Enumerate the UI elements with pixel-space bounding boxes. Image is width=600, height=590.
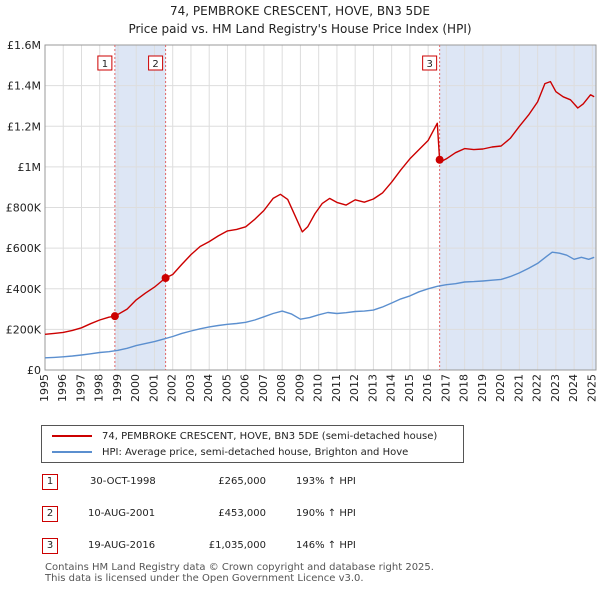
plot-border [44, 44, 597, 371]
legend-swatch-hpi [52, 451, 92, 453]
transaction-label-text: 1 [102, 59, 108, 70]
x-tick-label: 2014 [385, 374, 398, 402]
x-tick-label: 2007 [257, 374, 270, 402]
legend-swatch-property [52, 435, 92, 437]
sale-point-3 [435, 155, 444, 164]
x-tick-label: 2004 [202, 374, 215, 402]
x-tick-label: 1998 [93, 374, 106, 402]
sale-point-2 [161, 273, 170, 282]
legend-label-hpi: HPI: Average price, semi-detached house,… [102, 446, 409, 458]
x-tick-label: 1997 [74, 374, 87, 402]
y-tick-label: £600K [6, 242, 42, 255]
x-tick-label: 2001 [147, 374, 160, 402]
x-tick-label: 2024 [567, 374, 580, 402]
legend: 74, PEMBROKE CRESCENT, HOVE, BN3 5DE (se… [41, 425, 464, 463]
price-chart: £0 £200K £400K £600K £800K £1M £1.2M £1.4M £1.6M… [6, 39, 599, 402]
transaction-label-text: 2 [152, 59, 158, 70]
y-tick-label: £800K [6, 202, 42, 215]
x-tick-label: 2006 [239, 374, 252, 402]
transaction-label-1: 1 [97, 55, 113, 71]
y-tick-label: £400K [6, 283, 42, 296]
transaction-date: 10-AUG-2001 [88, 508, 156, 519]
chart-title: 74, PEMBROKE CRESCENT, HOVE, BN3 5DE [170, 4, 430, 18]
sale-point-1 [110, 312, 119, 321]
x-tick-label: 2018 [458, 374, 471, 402]
property-price-line [44, 80, 595, 335]
x-tick-label: 1996 [56, 374, 69, 402]
transaction-label-box [148, 55, 164, 71]
transaction-label-3: 3 [422, 55, 438, 71]
x-tick-label: 2013 [366, 374, 379, 402]
transaction-label-text: 3 [426, 59, 432, 70]
x-tick-label: 1995 [38, 374, 51, 402]
x-tick-label: 2005 [220, 374, 233, 402]
x-tick-label: 2020 [494, 374, 507, 402]
x-tick-label: 2008 [275, 374, 288, 402]
transaction-price: £265,000 [218, 476, 266, 487]
transaction-date: 30-OCT-1998 [90, 476, 156, 487]
transaction-date: 19-AUG-2016 [88, 540, 156, 551]
transaction-marker-3: 3 [42, 538, 58, 554]
x-tick-label: 2023 [549, 374, 562, 402]
x-tick-label: 2025 [585, 374, 598, 402]
x-tick-label: 2000 [129, 374, 142, 402]
x-tick-label: 2011 [330, 374, 343, 402]
transaction-hpi-change: 190% ↑ HPI [296, 508, 356, 519]
footer-copyright: Contains HM Land Registry data © Crown c… [45, 562, 434, 573]
footer-licence: This data is licensed under the Open Gov… [45, 573, 364, 584]
y-tick-label: £0 [27, 364, 41, 377]
y-tick-label: £1.2M [7, 120, 41, 133]
x-tick-label: 2003 [184, 374, 197, 402]
transaction-label-box [97, 55, 113, 71]
transaction-marker-1: 1 [42, 474, 58, 490]
x-tick-label: 2012 [348, 374, 361, 402]
transaction-label-box [422, 55, 438, 71]
x-tick-label: 2019 [476, 374, 489, 402]
x-tick-label: 2021 [512, 374, 525, 402]
legend-label-property: 74, PEMBROKE CRESCENT, HOVE, BN3 5DE (se… [102, 430, 438, 442]
y-tick-label: £200K [6, 323, 42, 336]
x-tick-label: 1999 [111, 374, 124, 402]
x-tick-label: 2010 [312, 374, 325, 402]
hpi-line [44, 251, 595, 359]
legend-item-property: 74, PEMBROKE CRESCENT, HOVE, BN3 5DE (se… [42, 428, 437, 444]
transaction-price: £1,035,000 [208, 540, 266, 551]
x-tick-label: 2017 [439, 374, 452, 402]
y-tick-label: £1.4M [7, 80, 41, 93]
transaction-hpi-change: 146% ↑ HPI [296, 540, 356, 551]
y-tick-label: £1M [18, 161, 42, 174]
x-tick-label: 2016 [421, 374, 434, 402]
x-tick-label: 2009 [293, 374, 306, 402]
legend-item-hpi: HPI: Average price, semi-detached house,… [42, 444, 408, 460]
y-tick-label: £1.6M [7, 39, 41, 52]
x-tick-label: 2015 [403, 374, 416, 402]
transaction-marker-2: 2 [42, 506, 58, 522]
transaction-price: £453,000 [218, 508, 266, 519]
x-tick-label: 2022 [531, 374, 544, 402]
transaction-hpi-change: 193% ↑ HPI [296, 476, 356, 487]
chart-subtitle: Price paid vs. HM Land Registry's House … [128, 22, 472, 36]
x-tick-label: 2002 [166, 374, 179, 402]
transaction-label-2: 2 [148, 55, 164, 71]
